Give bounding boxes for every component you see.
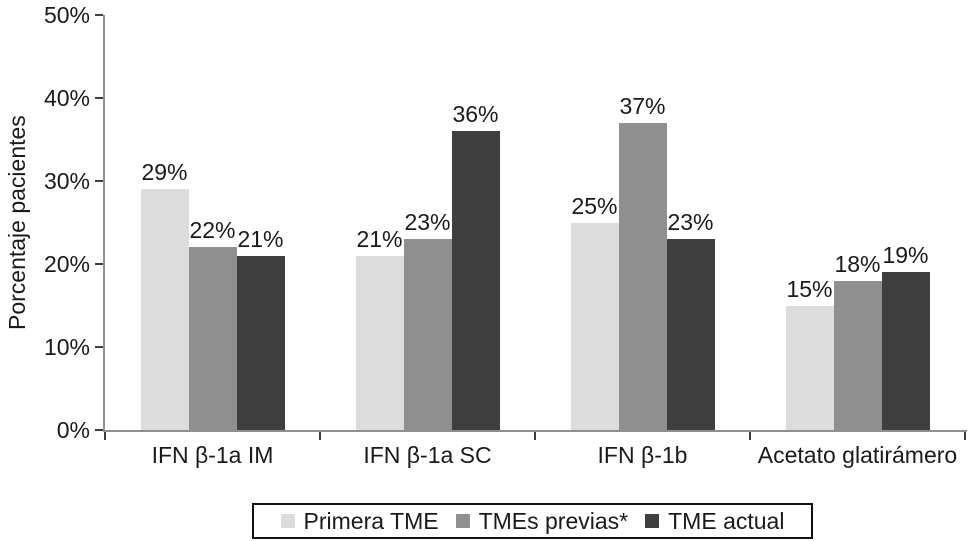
bar-value-label: 25% [571, 192, 618, 219]
y-tick-mark [95, 346, 103, 348]
legend: Primera TME TMEs previas* TME actual [252, 503, 813, 539]
x-category-label: Acetato glatirámero [757, 442, 958, 468]
legend-label: Primera TME [303, 507, 439, 534]
y-tick-label: 40% [43, 85, 90, 111]
y-tick-label: 50% [43, 2, 90, 28]
bar-value-label: 22% [189, 217, 236, 244]
bar-value-label: 15% [786, 275, 833, 302]
y-tick-label: 20% [43, 251, 90, 277]
bar-value-label: 37% [619, 92, 666, 119]
y-tick-mark [95, 14, 103, 16]
bar [881, 272, 930, 430]
bar [236, 255, 285, 430]
bar-value-label: 36% [452, 101, 499, 128]
bar-value-label: 19% [882, 242, 929, 269]
y-axis-line [103, 15, 105, 432]
x-category-label: IFN β-1b [597, 442, 688, 468]
x-axis-line [103, 430, 967, 432]
bar-value-label: 29% [141, 159, 188, 186]
legend-swatch-icon [455, 514, 470, 528]
bar-value-label: 23% [404, 209, 451, 236]
x-category-label: IFN β-1a IM [151, 442, 274, 468]
x-tick-mark [104, 432, 106, 440]
x-tick-mark [319, 432, 321, 440]
y-tick-label: 0% [56, 417, 90, 443]
bar [833, 280, 882, 430]
y-tick-label: 10% [43, 334, 90, 360]
bar [570, 222, 619, 430]
y-tick-label: 30% [43, 168, 90, 194]
y-tick-mark [95, 97, 103, 99]
x-category-label: IFN β-1a SC [363, 442, 492, 468]
y-tick-mark [95, 429, 103, 431]
x-tick-mark [534, 432, 536, 440]
bar-value-label: 18% [834, 250, 881, 277]
legend-item: Primera TME [280, 507, 439, 535]
legend-swatch-icon [645, 514, 660, 528]
legend-label: TME actual [668, 507, 785, 534]
bar-value-label: 21% [356, 225, 403, 252]
bar [188, 247, 237, 430]
legend-swatch-icon [280, 514, 295, 528]
bar-value-label: 21% [237, 225, 284, 252]
x-tick-mark [964, 432, 966, 440]
y-axis-title: Porcentaje pacientes [4, 115, 30, 330]
y-tick-mark [95, 180, 103, 182]
y-tick-mark [95, 263, 103, 265]
legend-item: TMEs previas* [455, 507, 629, 535]
x-tick-mark [749, 432, 751, 440]
legend-label: TMEs previas* [478, 507, 629, 534]
legend-item: TME actual [645, 508, 784, 535]
bar [140, 189, 189, 430]
bar-value-label: 23% [667, 209, 714, 236]
bar [666, 239, 715, 430]
bar [403, 239, 452, 430]
bar [785, 305, 834, 430]
bar [451, 131, 500, 430]
bar [355, 255, 404, 430]
bar [618, 122, 667, 430]
